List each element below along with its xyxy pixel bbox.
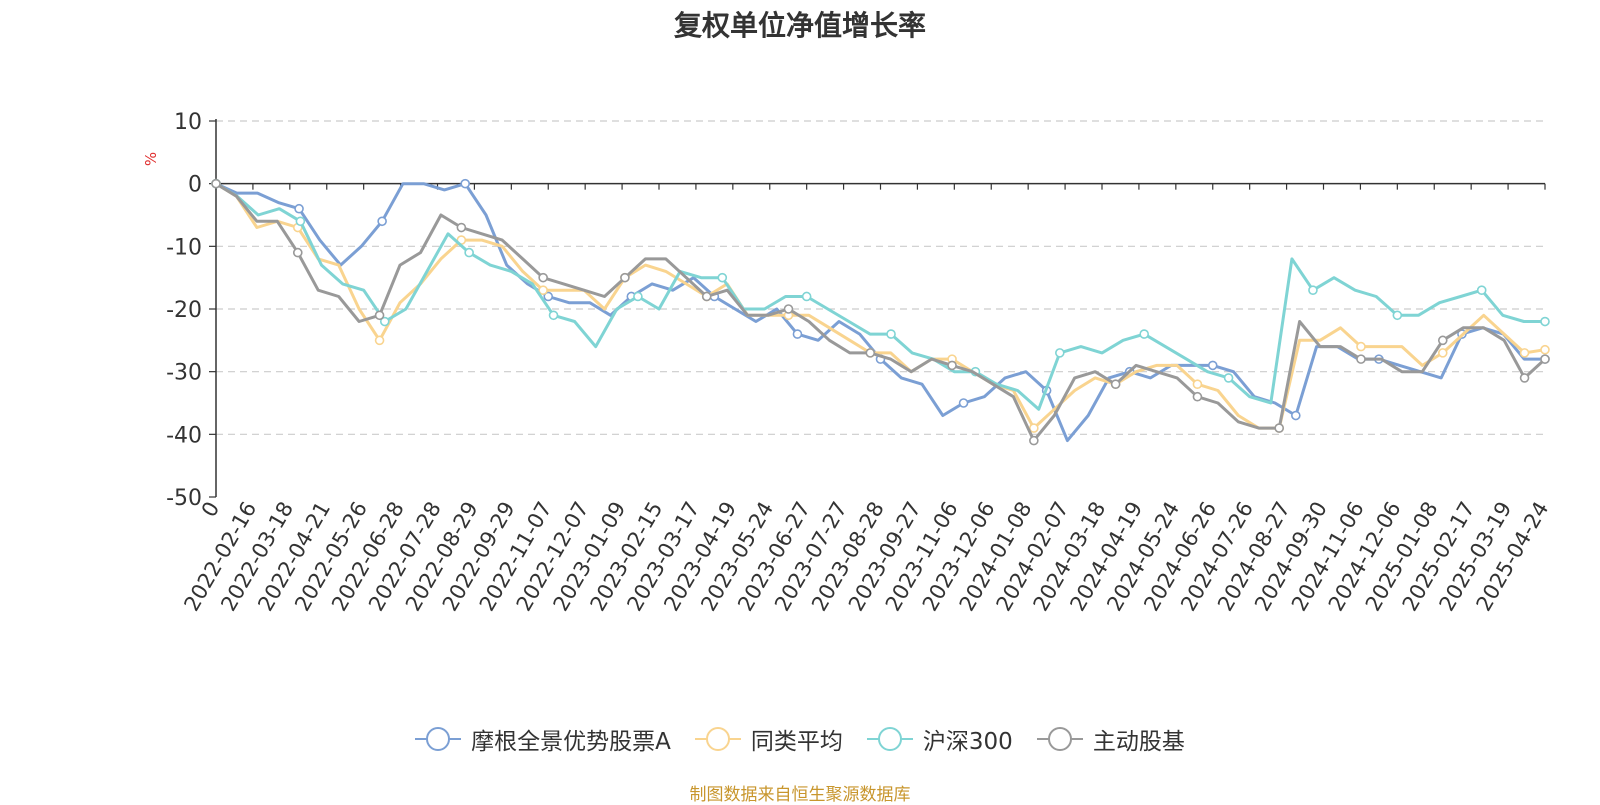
- series-point: [1356, 341, 1366, 352]
- series-point: [295, 216, 306, 227]
- legend-marker-icon: [866, 727, 913, 751]
- series-point: [292, 247, 303, 258]
- series-point: [374, 310, 385, 321]
- legend-label: 沪深300: [922, 729, 1013, 755]
- y-tick-label: -40: [166, 423, 202, 448]
- y-tick-label: 10: [174, 110, 202, 135]
- series-point: [1356, 354, 1366, 364]
- series-point: [1540, 316, 1550, 327]
- series-point: [1207, 360, 1218, 371]
- legend-marker-icon: [694, 727, 741, 751]
- legend-label: 摩根全景优势股票A: [471, 729, 671, 755]
- series-point: [633, 291, 643, 302]
- series-point: [1274, 423, 1284, 433]
- series-line-4: [215, 182, 1547, 443]
- series-point: [1519, 373, 1530, 383]
- legend-item[interactable]: 主动股基: [1036, 722, 1185, 756]
- series-point: [865, 348, 876, 358]
- legend-label: 同类平均: [750, 729, 843, 755]
- series-point: [801, 291, 812, 302]
- series-point: [460, 178, 470, 189]
- series-point: [379, 316, 390, 327]
- y-tick-label: 0: [188, 173, 202, 198]
- series-point: [1540, 344, 1550, 355]
- legend-marker-icon: [415, 727, 462, 751]
- legend-item[interactable]: 同类平均: [694, 722, 843, 756]
- series-point: [1110, 379, 1121, 390]
- series-point: [211, 178, 221, 189]
- series-point: [1139, 329, 1149, 339]
- series-point: [620, 272, 630, 283]
- series-point: [464, 247, 474, 258]
- series-point: [1192, 379, 1203, 390]
- series-point: [538, 272, 548, 283]
- series-point: [958, 398, 969, 408]
- series-point: [1476, 285, 1487, 296]
- series-point: [456, 222, 467, 233]
- series-line-2: [215, 182, 1546, 430]
- series-point: [947, 360, 957, 371]
- legend-marker-icon: [1036, 727, 1083, 751]
- series-point: [538, 285, 548, 296]
- series-point: [1029, 435, 1039, 446]
- series-point: [1291, 410, 1301, 421]
- series-point: [377, 216, 387, 227]
- series-line-1: [215, 182, 1545, 443]
- y-tick-label: -20: [166, 298, 202, 323]
- chart-legend: 摩根全景优势股票A 同类平均 沪深300 主动股基: [0, 722, 1600, 756]
- y-tick-label: -50: [166, 486, 202, 511]
- series-point: [1223, 373, 1234, 383]
- series-point: [294, 203, 304, 214]
- chart-title: 复权单位净值增长率: [673, 9, 926, 42]
- series-point: [1192, 391, 1203, 402]
- series-point: [1055, 348, 1065, 358]
- legend-label: 主动股基: [1092, 729, 1185, 755]
- series-point: [783, 304, 794, 314]
- series-point: [886, 329, 896, 339]
- series-point: [1437, 335, 1448, 346]
- legend-item[interactable]: 摩根全景优势股票A: [415, 722, 671, 756]
- series-point: [792, 329, 803, 339]
- data-source-note: 制图数据来自恒生聚源数据库: [689, 785, 911, 805]
- series-point: [1437, 348, 1448, 358]
- series-point: [374, 335, 385, 346]
- series-point: [717, 272, 728, 283]
- y-tick-label: -30: [166, 361, 202, 386]
- series-point: [701, 291, 712, 302]
- series-line-3: [215, 182, 1545, 411]
- series-point: [1308, 285, 1318, 296]
- series-point: [1540, 354, 1550, 364]
- y-tick-label: -10: [166, 235, 202, 260]
- legend-item[interactable]: 沪深300: [866, 722, 1013, 756]
- x-tick-label: 0: [197, 498, 224, 522]
- series-point: [543, 291, 554, 302]
- series-point: [1392, 310, 1403, 321]
- series-point: [1029, 423, 1039, 433]
- series-point: [548, 310, 559, 321]
- series-point: [1519, 348, 1530, 358]
